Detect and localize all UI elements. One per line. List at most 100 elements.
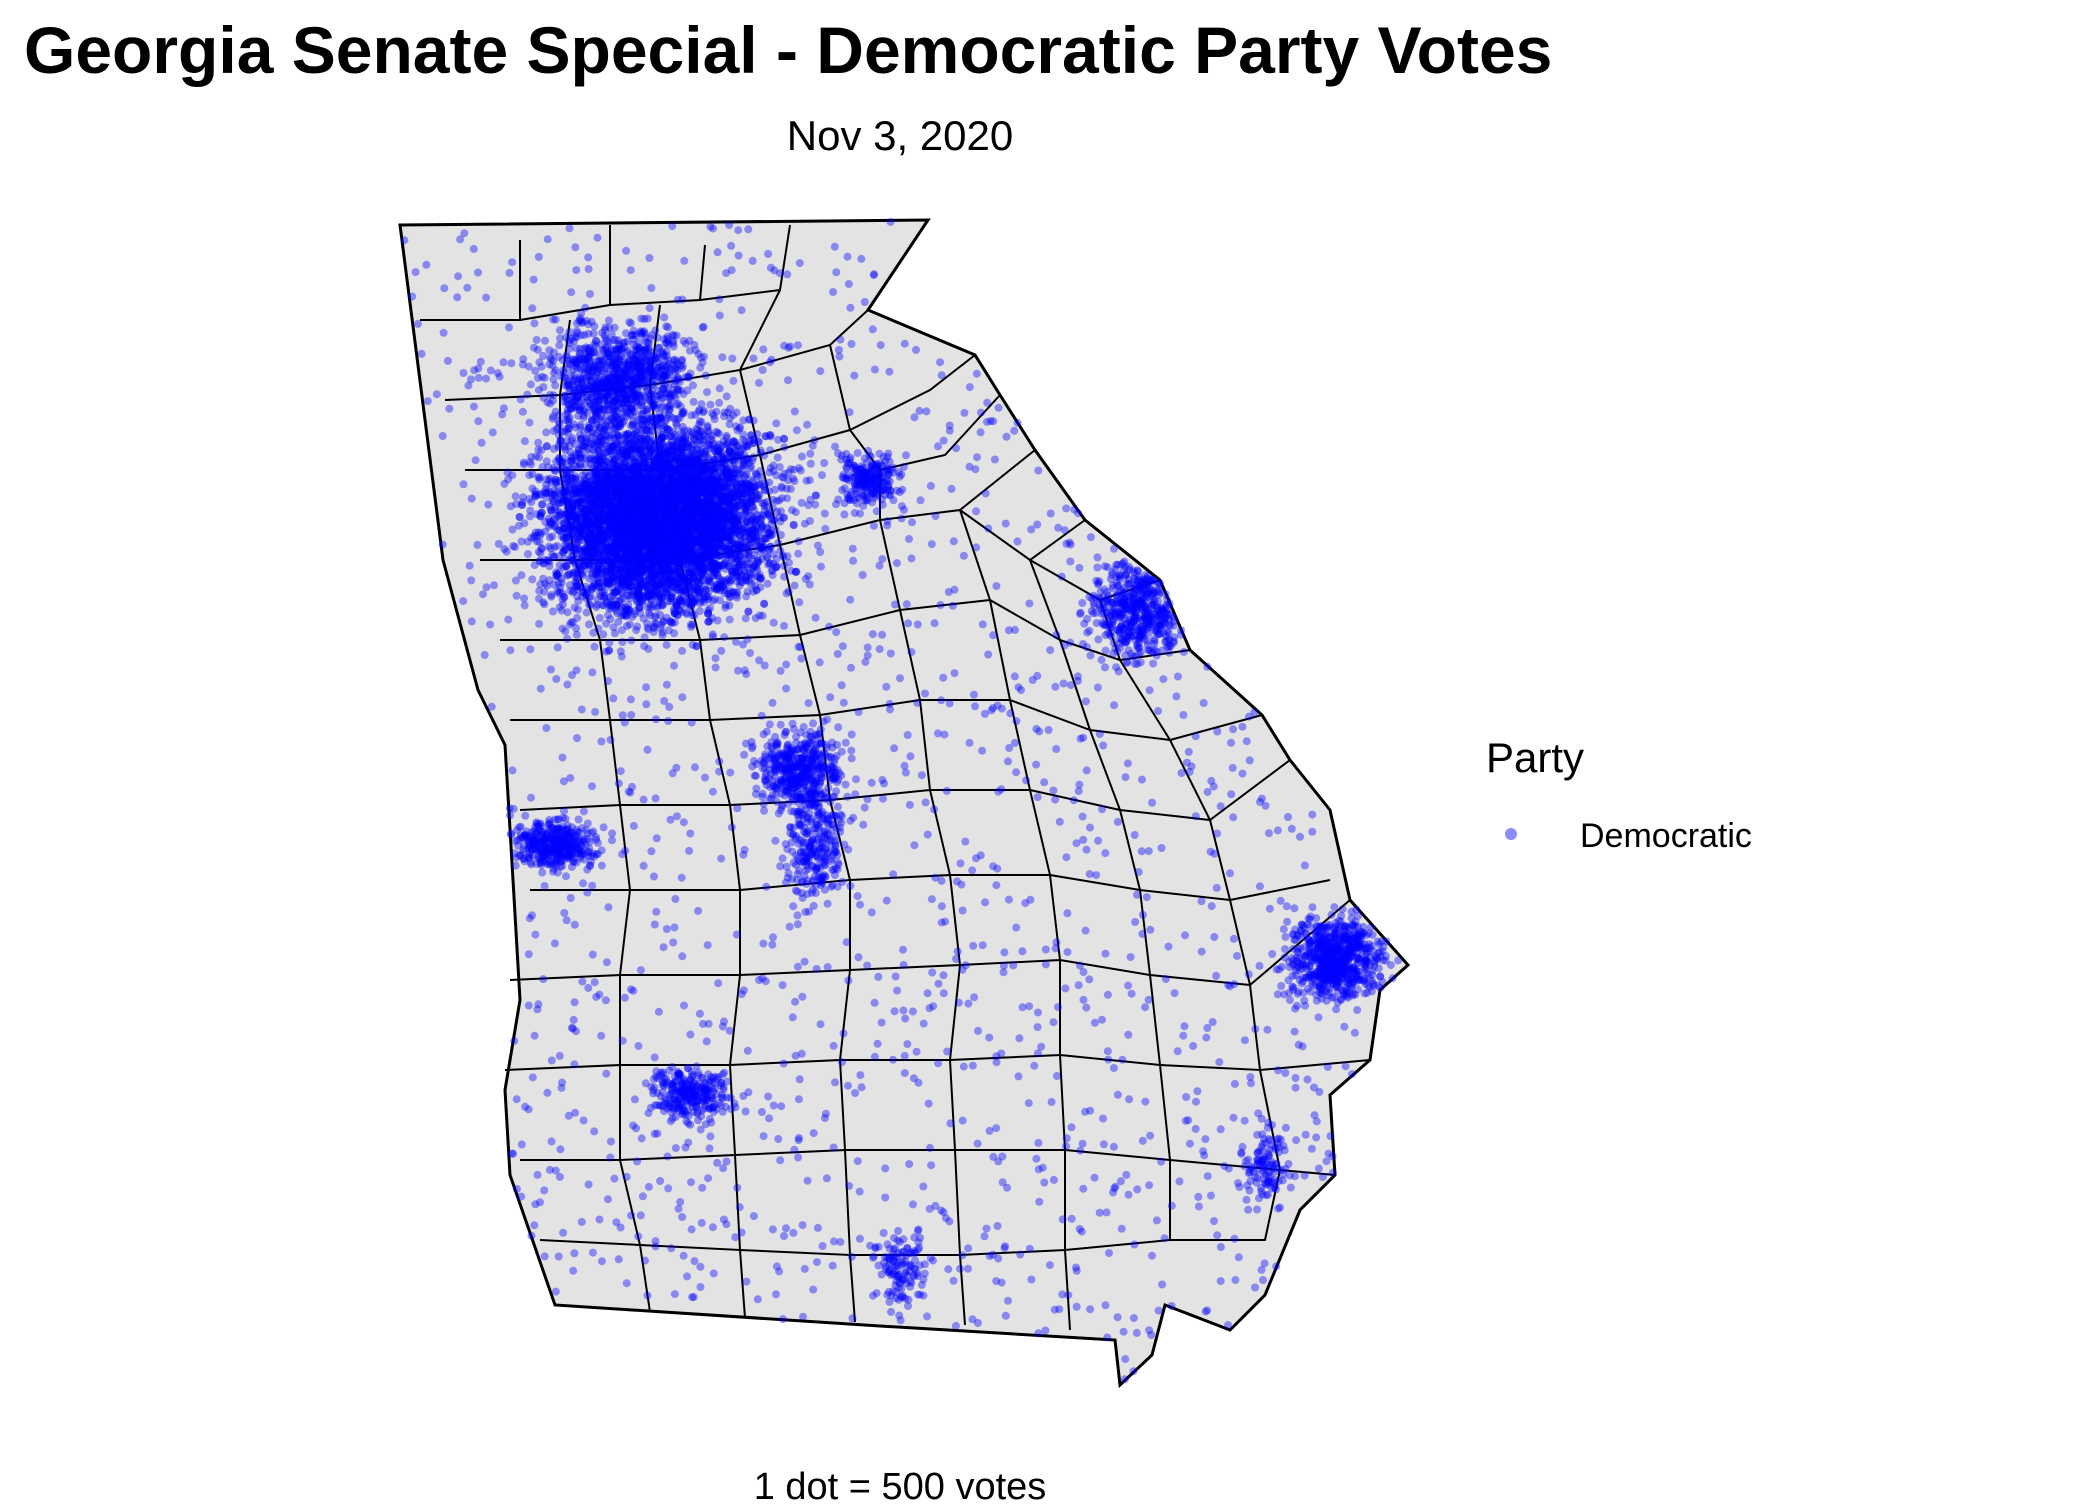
vote-dot xyxy=(1300,1171,1309,1180)
vote-dot xyxy=(904,619,913,628)
vote-dot xyxy=(599,515,608,524)
vote-dot xyxy=(795,598,804,607)
vote-dot xyxy=(624,506,633,515)
vote-dot xyxy=(726,505,735,514)
vote-dot xyxy=(755,656,764,665)
vote-dot xyxy=(806,727,815,736)
vote-dot xyxy=(536,684,545,693)
vote-dot xyxy=(729,376,738,385)
vote-dot xyxy=(1216,1243,1225,1251)
vote-dot xyxy=(646,568,655,577)
vote-dot xyxy=(633,462,642,471)
vote-dot xyxy=(947,484,956,493)
vote-dot xyxy=(711,520,720,529)
vote-dot xyxy=(765,559,774,568)
vote-dot xyxy=(736,492,745,501)
vote-dot xyxy=(558,1078,567,1087)
vote-dot xyxy=(1315,1087,1324,1096)
vote-dot xyxy=(506,502,515,511)
vote-dot xyxy=(1220,1162,1229,1171)
vote-dot xyxy=(994,787,1003,796)
vote-dot xyxy=(952,955,961,963)
vote-dot xyxy=(524,950,533,959)
vote-dot xyxy=(658,482,667,490)
vote-dot xyxy=(567,404,576,413)
vote-dot xyxy=(900,761,909,770)
vote-dot xyxy=(950,585,959,594)
vote-dot xyxy=(594,568,603,577)
vote-dot xyxy=(1212,971,1221,980)
vote-dot xyxy=(568,465,577,473)
vote-dot xyxy=(691,551,700,559)
vote-dot xyxy=(1199,1147,1208,1156)
vote-dot xyxy=(626,695,635,704)
vote-dot xyxy=(530,1031,539,1040)
vote-dot xyxy=(1191,732,1200,741)
vote-dot xyxy=(717,854,726,863)
vote-dot xyxy=(531,366,540,375)
vote-dot xyxy=(951,1321,960,1330)
vote-dot xyxy=(1104,1055,1113,1064)
vote-dot xyxy=(1131,918,1140,926)
vote-dot xyxy=(460,229,469,238)
vote-dot xyxy=(1037,1042,1046,1051)
vote-dot xyxy=(1000,948,1009,957)
vote-dot xyxy=(651,794,660,803)
vote-dot xyxy=(656,532,665,541)
vote-dot xyxy=(1181,931,1189,940)
vote-dot xyxy=(1109,1064,1118,1072)
vote-dot xyxy=(1093,683,1102,692)
vote-dot xyxy=(705,530,714,539)
vote-dot xyxy=(590,441,599,450)
vote-dot xyxy=(505,268,514,277)
vote-dot xyxy=(743,1046,752,1055)
vote-dot xyxy=(595,512,604,521)
vote-dot xyxy=(733,556,742,565)
vote-dot xyxy=(713,616,722,625)
vote-dot xyxy=(878,776,887,784)
vote-dot xyxy=(1026,895,1035,904)
vote-dot xyxy=(1300,861,1309,870)
vote-dot xyxy=(813,1258,821,1267)
vote-dot xyxy=(1158,1280,1167,1289)
vote-dot xyxy=(642,509,651,518)
vote-dot xyxy=(753,1295,762,1304)
vote-dot xyxy=(609,572,618,581)
vote-dot xyxy=(1001,1242,1010,1251)
vote-dot xyxy=(992,1124,1001,1133)
vote-dot xyxy=(902,1251,911,1260)
vote-dot xyxy=(613,554,622,563)
vote-dot xyxy=(1073,676,1082,685)
vote-dot xyxy=(875,561,884,570)
vote-dot xyxy=(780,621,788,630)
vote-dot xyxy=(1079,1184,1088,1193)
vote-dot xyxy=(493,369,502,378)
vote-dot xyxy=(1067,1123,1076,1132)
vote-dot xyxy=(668,769,677,778)
vote-dot xyxy=(737,499,746,508)
vote-dot xyxy=(900,505,908,514)
vote-dot xyxy=(725,221,734,230)
vote-dot xyxy=(627,985,635,994)
vote-dot xyxy=(506,646,515,655)
county-boundary xyxy=(1064,1249,1071,1331)
vote-dot xyxy=(663,515,672,524)
vote-dot xyxy=(923,989,932,998)
vote-dot xyxy=(705,496,713,505)
vote-dot xyxy=(579,561,588,570)
vote-dot xyxy=(642,700,651,709)
vote-dot xyxy=(636,366,645,375)
vote-dot xyxy=(870,365,879,374)
vote-dot xyxy=(959,551,968,560)
vote-dot xyxy=(762,776,770,785)
vote-dot xyxy=(970,993,979,1002)
vote-dot xyxy=(965,738,974,747)
vote-dot xyxy=(511,576,520,585)
vote-dot xyxy=(636,498,645,507)
vote-dot xyxy=(719,496,728,505)
vote-dot xyxy=(847,340,856,348)
vote-dot xyxy=(893,986,902,995)
vote-dot xyxy=(961,961,970,970)
vote-dot xyxy=(780,1232,788,1240)
vote-dot xyxy=(554,1252,563,1261)
